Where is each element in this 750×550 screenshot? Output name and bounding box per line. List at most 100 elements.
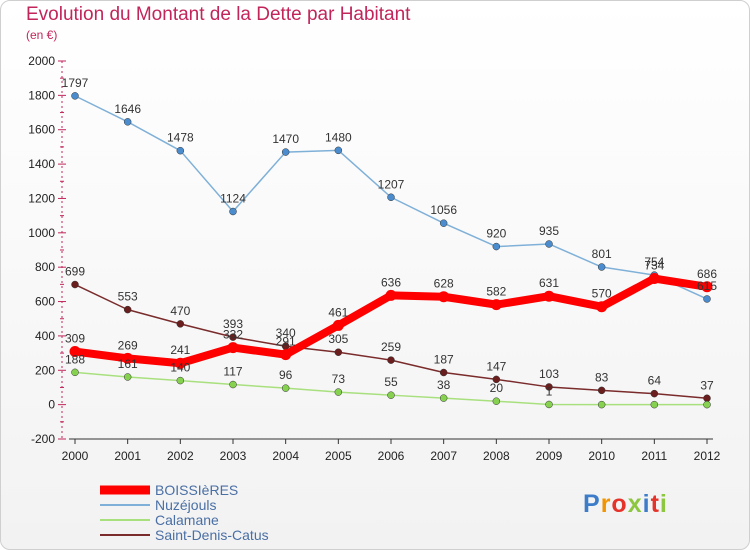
data-label: 699 xyxy=(65,265,85,279)
data-label: 291 xyxy=(276,335,296,349)
data-point xyxy=(648,273,660,285)
data-label: 1646 xyxy=(114,102,141,116)
x-tick-label: 2012 xyxy=(694,449,721,463)
x-tick-label: 2008 xyxy=(483,449,510,463)
data-label: 1797 xyxy=(62,76,89,90)
x-tick-label: 2003 xyxy=(220,449,247,463)
data-label: 1478 xyxy=(167,131,194,145)
data-point xyxy=(543,290,555,302)
data-point xyxy=(176,376,185,385)
data-point xyxy=(123,305,132,314)
data-point xyxy=(229,207,237,216)
data-point xyxy=(280,349,292,361)
data-label: 686 xyxy=(697,267,717,281)
logo-letter: x xyxy=(627,490,643,518)
data-label: 187 xyxy=(434,353,454,367)
logo-letter: i xyxy=(659,490,668,518)
data-label: 1480 xyxy=(325,130,352,144)
data-point xyxy=(387,193,395,202)
data-label: 309 xyxy=(65,332,85,346)
data-label: 636 xyxy=(381,275,401,289)
data-point xyxy=(281,384,290,392)
data-label: 461 xyxy=(328,305,348,319)
data-point xyxy=(387,391,395,399)
data-label: 38 xyxy=(437,378,451,392)
data-point xyxy=(176,320,185,328)
data-point xyxy=(334,388,343,396)
data-label: 269 xyxy=(118,338,138,352)
data-label: 20 xyxy=(490,381,504,395)
x-tick-label: 2005 xyxy=(325,449,352,463)
data-point xyxy=(597,263,606,271)
data-label: 570 xyxy=(592,287,612,301)
data-label: 920 xyxy=(486,227,506,241)
data-point xyxy=(492,375,501,384)
data-label: 55 xyxy=(384,375,398,389)
data-point xyxy=(71,280,79,289)
chart-subtitle: (en €) xyxy=(26,28,58,42)
logo-letter: i xyxy=(642,490,651,518)
data-point xyxy=(492,397,501,405)
y-tick-label: -200 xyxy=(31,432,55,446)
data-label: 615 xyxy=(697,279,717,293)
data-label: 734 xyxy=(644,259,664,273)
data-label: 161 xyxy=(118,357,138,371)
data-label: 1124 xyxy=(220,192,246,206)
data-point xyxy=(334,348,343,356)
data-label: 582 xyxy=(486,285,506,299)
data-label: 553 xyxy=(118,290,138,304)
data-label: 470 xyxy=(170,304,190,318)
data-label: 188 xyxy=(65,352,85,366)
x-tick-label: 2009 xyxy=(536,449,563,463)
data-point xyxy=(281,148,290,156)
data-label: 332 xyxy=(223,328,243,342)
data-label: 1207 xyxy=(378,177,405,191)
data-point xyxy=(69,346,81,358)
x-tick-label: 2004 xyxy=(272,449,299,463)
data-label: 935 xyxy=(539,224,559,238)
data-point xyxy=(439,368,448,377)
data-label: 305 xyxy=(328,332,348,346)
legend-label: Calamane xyxy=(155,512,219,528)
data-point xyxy=(650,400,659,409)
data-point xyxy=(229,333,237,341)
y-tick-label: 1600 xyxy=(28,123,55,137)
data-point xyxy=(545,383,553,391)
logo-letter: P xyxy=(583,490,601,518)
data-label: 64 xyxy=(648,374,662,388)
legend-label: Nuzéjouls xyxy=(155,497,216,513)
data-label: 96 xyxy=(279,368,293,382)
data-label: 37 xyxy=(700,378,714,392)
data-label: 117 xyxy=(223,365,242,379)
data-point xyxy=(492,242,501,251)
x-tick-label: 2011 xyxy=(641,449,667,463)
x-tick-label: 2001 xyxy=(114,449,141,463)
x-tick-label: 2002 xyxy=(167,449,194,463)
y-tick-label: 1000 xyxy=(28,226,55,240)
data-point xyxy=(703,400,711,409)
data-point xyxy=(71,92,79,100)
data-point xyxy=(650,389,659,398)
logo-letter: t xyxy=(650,490,660,518)
data-point xyxy=(490,299,502,311)
data-point xyxy=(597,386,606,395)
y-tick-label: 400 xyxy=(35,329,55,343)
data-point xyxy=(439,219,448,227)
data-point xyxy=(545,400,553,409)
data-label: 73 xyxy=(332,372,346,386)
data-point xyxy=(334,146,343,155)
data-point xyxy=(545,240,553,248)
data-label: 259 xyxy=(381,340,401,354)
y-tick-label: 200 xyxy=(35,363,55,377)
y-tick-label: 1200 xyxy=(28,191,55,205)
data-label: 1470 xyxy=(272,132,299,146)
data-point xyxy=(229,380,237,389)
proxiti-logo: Proxiti xyxy=(583,490,668,519)
legend-label: BOISSIèRES xyxy=(155,482,238,498)
data-label: 340 xyxy=(276,326,296,340)
data-point xyxy=(385,289,397,301)
data-label: 147 xyxy=(486,359,506,373)
data-label: 103 xyxy=(539,367,559,381)
data-label: 83 xyxy=(595,370,609,384)
